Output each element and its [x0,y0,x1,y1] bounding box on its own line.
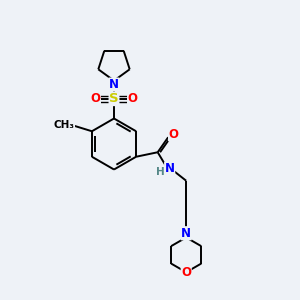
Text: O: O [181,266,191,279]
Text: O: O [90,92,100,106]
Text: H: H [156,167,165,177]
Text: N: N [181,227,191,240]
Text: S: S [109,92,119,106]
Text: CH₃: CH₃ [53,120,74,130]
Text: N: N [109,78,119,91]
Text: N: N [165,162,175,175]
Text: O: O [169,128,178,141]
Text: O: O [128,92,138,106]
